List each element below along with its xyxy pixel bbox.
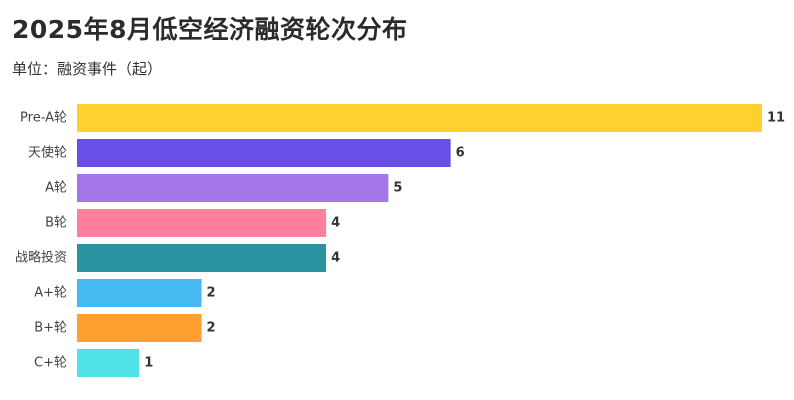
value-label-3: 4: [331, 216, 340, 231]
category-label-6: B+轮: [34, 321, 67, 336]
bar-3: [77, 209, 327, 237]
bar-1: [77, 139, 451, 167]
category-label-3: B轮: [45, 216, 67, 231]
bar-6: [77, 314, 202, 342]
value-label-2: 5: [393, 181, 402, 196]
bar-5: [77, 279, 202, 307]
value-label-6: 2: [207, 321, 216, 336]
value-label-7: 1: [144, 356, 153, 371]
value-label-1: 6: [456, 146, 465, 161]
bar-4: [77, 244, 327, 272]
category-label-4: 战略投资: [15, 250, 67, 266]
bar-2: [77, 174, 389, 202]
chart-title: 2025年8月低空经济融资轮次分布: [12, 15, 408, 44]
value-label-4: 4: [331, 251, 340, 266]
bar-7: [77, 349, 140, 377]
category-label-2: A轮: [45, 181, 67, 196]
value-label-5: 2: [207, 286, 216, 301]
category-label-7: C+轮: [34, 356, 67, 371]
bar-0: [77, 104, 762, 132]
chart-subtitle: 单位：融资事件（起）: [12, 60, 163, 78]
category-label-1: 天使轮: [28, 145, 67, 161]
value-label-0: 11: [767, 111, 785, 126]
category-label-5: A+轮: [34, 286, 67, 301]
category-label-0: Pre-A轮: [20, 111, 67, 126]
